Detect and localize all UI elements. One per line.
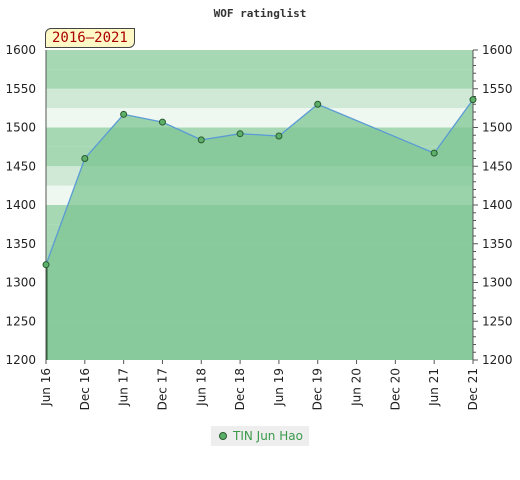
data-point	[81, 155, 89, 162]
x-tick-label: Dec 21	[466, 368, 480, 410]
data-point	[430, 149, 438, 157]
x-tick-label: Jun 18	[194, 368, 208, 407]
x-tick-label: Dec 16	[78, 368, 92, 410]
data-point	[236, 130, 244, 138]
y-axis-right-labels: 1200 1250 1300 1350 1400 1450 1500 1550 1600	[482, 43, 513, 367]
y-tick-label: 1450	[5, 159, 36, 173]
rating-line	[45, 99, 474, 265]
x-tick-label: Jun 17	[117, 368, 131, 407]
data-point	[275, 132, 283, 140]
band	[46, 69, 473, 89]
y-tick-label: 1350	[482, 237, 513, 251]
band	[46, 88, 473, 109]
x-tick-label: Jun 20	[350, 368, 364, 407]
legend-series-label: TIN Jun Hao	[233, 429, 303, 443]
x-tick-label: Dec 17	[155, 368, 169, 410]
x-tick-label: Jun 21	[427, 368, 441, 407]
y-tick-label: 1550	[5, 82, 36, 96]
line-layer	[45, 99, 474, 360]
y-tick-label: 1500	[482, 121, 513, 135]
x-tick-label: Dec 20	[388, 368, 402, 410]
x-tick-label: Jun 16	[39, 368, 53, 407]
y-tick-label: 1500	[5, 121, 36, 135]
x-tick-label: Jun 19	[272, 368, 286, 407]
y-tick-label: 1600	[5, 43, 36, 57]
data-point	[120, 110, 128, 118]
data-point	[314, 100, 322, 108]
data-point	[469, 96, 477, 104]
y-tick-label: 1300	[5, 276, 36, 290]
area-layer	[46, 99, 473, 360]
period-badge: 2016–2021	[45, 28, 135, 48]
y-tick-label: 1250	[482, 314, 513, 328]
legend-marker-icon	[219, 432, 227, 440]
y-tick-label: 1400	[5, 198, 36, 212]
y-axis-left-labels: 1200 1250 1300 1350 1400 1450 1500 1550 1600	[5, 43, 36, 367]
x-axis-labels: Jun 16 Dec 16 Jun 17 Dec 17 Jun 18 Dec 18 Jun …	[39, 368, 480, 410]
y-tick-label: 1450	[482, 159, 513, 173]
data-point	[158, 118, 166, 126]
data-point	[42, 261, 50, 269]
marker-layer	[42, 96, 477, 269]
y-tick-label: 1250	[5, 314, 36, 328]
x-tick-label: Dec 19	[311, 368, 325, 410]
chart-title: WOF ratinglist	[214, 7, 307, 20]
data-point	[197, 136, 205, 144]
y-tick-label: 1600	[482, 43, 513, 57]
y-tick-label: 1350	[5, 237, 36, 251]
x-tick-label: Dec 18	[233, 368, 247, 410]
y-tick-label: 1550	[482, 82, 513, 96]
y-tick-label: 1300	[482, 276, 513, 290]
y-tick-label: 1200	[5, 353, 36, 367]
band	[46, 50, 473, 70]
rating-area	[46, 99, 473, 360]
y-tick-label: 1200	[482, 353, 513, 367]
y-tick-label: 1400	[482, 198, 513, 212]
band	[46, 108, 473, 128]
legend[interactable]: TIN Jun Hao	[211, 426, 309, 446]
